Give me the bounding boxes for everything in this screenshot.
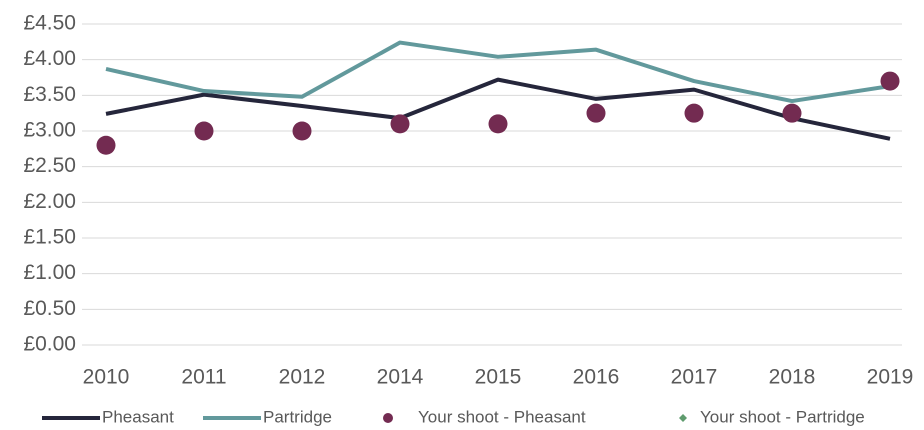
y-tick-label: £3.00 bbox=[23, 119, 76, 142]
marker bbox=[390, 114, 410, 134]
y-tick-label: £1.50 bbox=[23, 226, 76, 249]
x-tick-label: 2014 bbox=[377, 366, 424, 389]
series-line bbox=[105, 77, 891, 141]
marker bbox=[292, 121, 312, 141]
y-tick-label: £3.50 bbox=[23, 83, 76, 106]
legend-label: Partridge bbox=[263, 407, 332, 426]
x-tick-label: 2018 bbox=[769, 366, 816, 389]
marker bbox=[586, 103, 606, 123]
y-tick-label: £0.00 bbox=[23, 333, 76, 356]
marker bbox=[488, 114, 508, 134]
x-tick-label: 2019 bbox=[867, 366, 914, 389]
legend-label: Your shoot - Partridge bbox=[700, 407, 865, 426]
marker bbox=[194, 121, 214, 141]
marker bbox=[880, 71, 900, 91]
legend-swatch bbox=[679, 414, 687, 422]
legend-swatch bbox=[383, 413, 393, 423]
marker bbox=[782, 103, 802, 123]
x-tick-label: 2010 bbox=[83, 366, 130, 389]
y-tick-label: £1.00 bbox=[23, 261, 76, 284]
x-tick-label: 2015 bbox=[475, 366, 522, 389]
x-tick-label: 2012 bbox=[279, 366, 326, 389]
y-tick-label: £2.00 bbox=[23, 190, 76, 213]
y-tick-label: £0.50 bbox=[23, 297, 76, 320]
y-tick-label: £4.50 bbox=[23, 12, 76, 35]
y-tick-label: £4.00 bbox=[23, 47, 76, 70]
x-tick-label: 2011 bbox=[181, 366, 226, 389]
legend-label: Pheasant bbox=[102, 407, 174, 426]
y-tick-label: £2.50 bbox=[23, 154, 76, 177]
series-line bbox=[105, 40, 891, 104]
x-tick-label: 2016 bbox=[573, 366, 620, 389]
marker bbox=[96, 135, 116, 155]
x-tick-label: 2017 bbox=[671, 366, 718, 389]
legend-label: Your shoot - Pheasant bbox=[418, 407, 586, 426]
marker bbox=[684, 103, 704, 123]
